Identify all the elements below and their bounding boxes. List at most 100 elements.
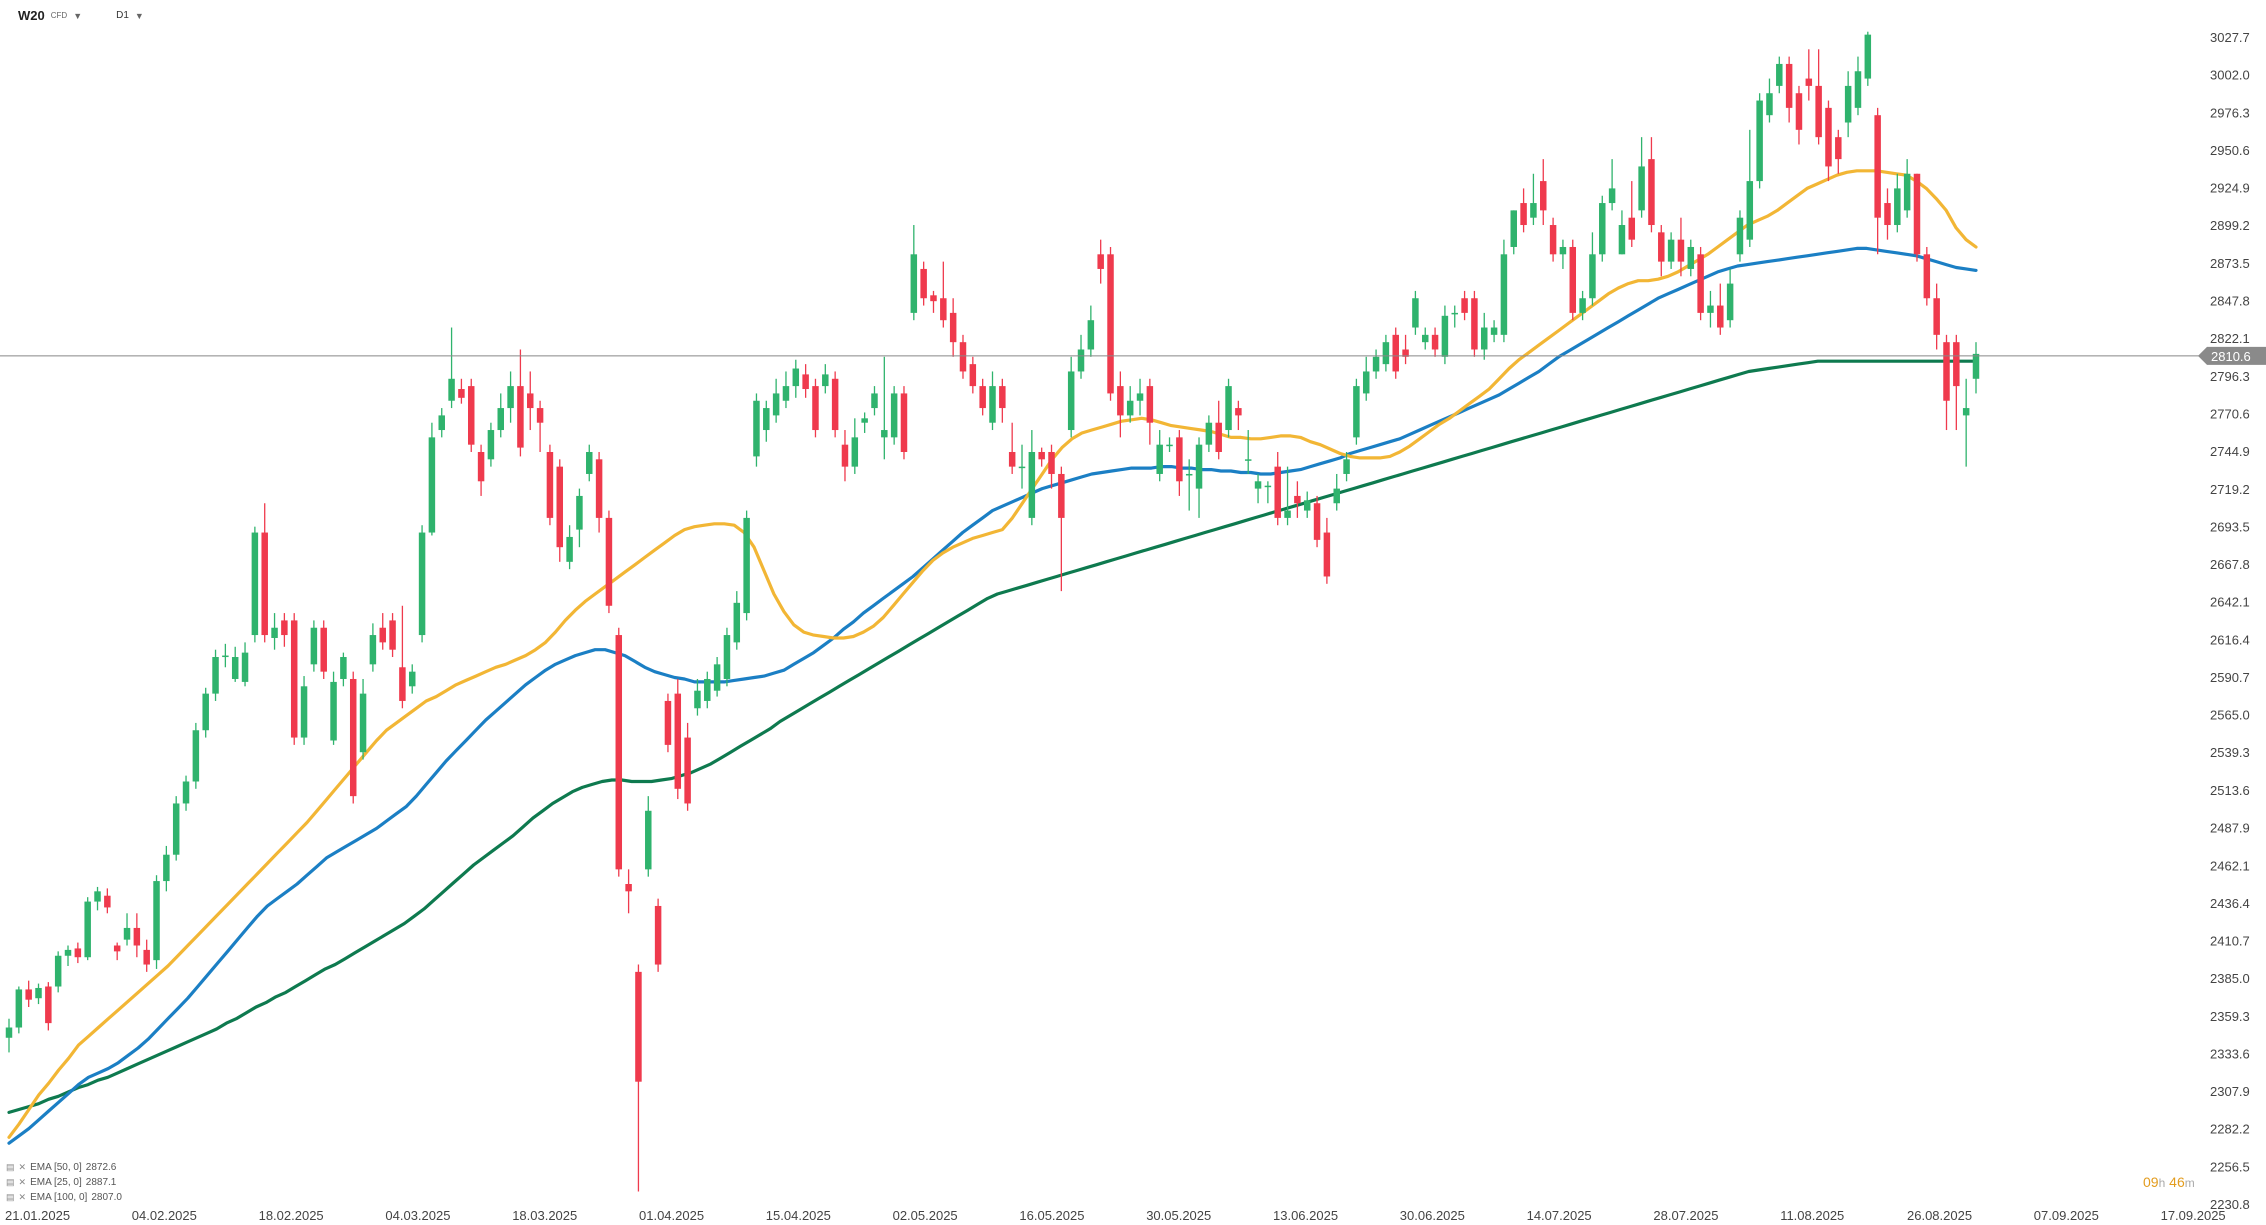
price-axis[interactable]: 3027.7 3002.0 2976.3 2950.6 2924.9 2899.2 2873… bbox=[2210, 30, 2250, 1212]
candle-body bbox=[271, 627, 278, 638]
candle-body bbox=[812, 386, 819, 431]
candle-body bbox=[1215, 422, 1222, 453]
candle-body bbox=[1441, 315, 1449, 357]
candle-body bbox=[595, 459, 603, 518]
date-tick-label: 18.03.2025 bbox=[512, 1208, 577, 1223]
ema-100-line bbox=[7, 359, 1978, 1115]
candle-body bbox=[1254, 481, 1262, 489]
candle-body bbox=[910, 254, 918, 313]
candle-body bbox=[1638, 166, 1645, 211]
timeframe-dropdown-icon[interactable]: ▼ bbox=[134, 10, 144, 21]
candle-body bbox=[753, 400, 760, 457]
candle-body bbox=[1313, 503, 1321, 540]
timeframe-label[interactable]: D1 bbox=[116, 10, 129, 21]
candle-body bbox=[1658, 232, 1665, 262]
price-tick-label: 2899.2 bbox=[2210, 218, 2250, 233]
indicator-row-ema100[interactable]: ▤ ✕ EMA [100, 0] 2807.0 bbox=[6, 1190, 122, 1205]
candle-body bbox=[1294, 495, 1301, 504]
candle-body bbox=[1864, 34, 1872, 79]
candle-body bbox=[1107, 254, 1114, 394]
candle-body bbox=[930, 295, 937, 302]
candle-body bbox=[684, 737, 691, 804]
candle-body bbox=[1835, 137, 1842, 160]
indicator-row-ema50[interactable]: ▤ ✕ EMA [50, 0] 2872.6 bbox=[6, 1160, 122, 1175]
candle-body bbox=[654, 905, 662, 965]
countdown-minutes: 46 bbox=[2169, 1174, 2185, 1190]
candle-body bbox=[1028, 452, 1036, 518]
candle-body bbox=[536, 408, 544, 423]
date-axis[interactable]: 21.01.2025 04.02.2025 18.02.2025 04.03.2025… bbox=[5, 1208, 2226, 1223]
candle-body bbox=[1884, 203, 1891, 226]
candle-body bbox=[704, 678, 711, 701]
candle-body bbox=[1923, 254, 1931, 299]
candle-body bbox=[1392, 334, 1399, 372]
price-tick-label: 3002.0 bbox=[2210, 68, 2250, 83]
candle-body bbox=[153, 881, 160, 961]
candle-body bbox=[448, 378, 455, 401]
symbol-name[interactable]: W20 bbox=[18, 8, 45, 23]
candle-body bbox=[369, 635, 377, 665]
candle-body bbox=[507, 386, 514, 409]
symbol-dropdown-icon[interactable]: ▼ bbox=[73, 10, 83, 21]
price-tick-label: 2719.2 bbox=[2210, 482, 2250, 497]
candle-body bbox=[1353, 386, 1360, 438]
candle-body bbox=[713, 664, 721, 691]
candle-body bbox=[1323, 532, 1331, 577]
candle-body bbox=[1697, 254, 1704, 313]
price-tick-label: 2822.1 bbox=[2210, 331, 2250, 346]
candle-body bbox=[615, 635, 623, 870]
candle-body bbox=[1618, 225, 1626, 255]
price-tick-label: 2539.3 bbox=[2210, 745, 2250, 760]
candle-body bbox=[1687, 246, 1695, 269]
price-tick-label: 2307.9 bbox=[2210, 1084, 2250, 1099]
candle-body bbox=[1195, 444, 1203, 489]
indicator-remove-icon[interactable]: ✕ bbox=[18, 1162, 27, 1172]
date-tick-label: 15.04.2025 bbox=[766, 1208, 831, 1223]
candle-body bbox=[1579, 298, 1586, 313]
indicator-remove-icon[interactable]: ✕ bbox=[18, 1192, 27, 1202]
candle-body bbox=[45, 986, 52, 1024]
candle-body bbox=[1805, 78, 1813, 86]
candle-body bbox=[576, 495, 583, 530]
candle-body bbox=[1795, 93, 1803, 130]
date-tick-label: 11.08.2025 bbox=[1780, 1208, 1844, 1223]
indicator-settings-icon[interactable]: ▤ bbox=[6, 1177, 15, 1187]
candle-body bbox=[133, 927, 141, 946]
candle-body bbox=[890, 393, 898, 438]
date-tick-label: 14.07.2025 bbox=[1527, 1208, 1592, 1223]
candle-body bbox=[851, 437, 859, 467]
price-tick-label: 2976.3 bbox=[2210, 105, 2250, 120]
candle-body bbox=[222, 655, 229, 658]
candle-body bbox=[290, 620, 298, 738]
candle-body bbox=[625, 884, 632, 892]
price-tick-label: 2565.0 bbox=[2210, 708, 2250, 723]
candle-body bbox=[1471, 298, 1478, 350]
indicator-settings-icon[interactable]: ▤ bbox=[6, 1162, 15, 1172]
candle-body bbox=[979, 386, 986, 409]
candle-body bbox=[782, 386, 790, 401]
candle-body bbox=[1844, 85, 1852, 123]
candle-body bbox=[477, 452, 485, 482]
candle-body bbox=[1117, 386, 1124, 416]
candle-body bbox=[1067, 371, 1075, 431]
price-tick-label: 2487.9 bbox=[2210, 821, 2250, 836]
candle-body bbox=[1854, 71, 1862, 108]
candle-body bbox=[1608, 188, 1616, 204]
indicator-row-ema25[interactable]: ▤ ✕ EMA [25, 0] 2887.1 bbox=[6, 1175, 122, 1190]
candle-body bbox=[408, 671, 416, 687]
candle-body bbox=[212, 657, 219, 694]
date-tick-label: 16.05.2025 bbox=[1019, 1208, 1084, 1223]
candle-body bbox=[1972, 353, 1980, 379]
indicator-remove-icon[interactable]: ✕ bbox=[18, 1177, 27, 1187]
indicator-settings-icon[interactable]: ▤ bbox=[6, 1192, 15, 1202]
candle-body bbox=[497, 408, 504, 431]
candle-body bbox=[172, 803, 180, 855]
candle-body bbox=[1058, 473, 1065, 518]
candle-body bbox=[143, 949, 150, 965]
candle-body bbox=[841, 444, 849, 467]
date-tick-label: 07.09.2025 bbox=[2034, 1208, 2099, 1223]
candle-body bbox=[802, 374, 809, 390]
candle-body bbox=[1097, 254, 1104, 269]
date-tick-label: 30.06.2025 bbox=[1400, 1208, 1465, 1223]
